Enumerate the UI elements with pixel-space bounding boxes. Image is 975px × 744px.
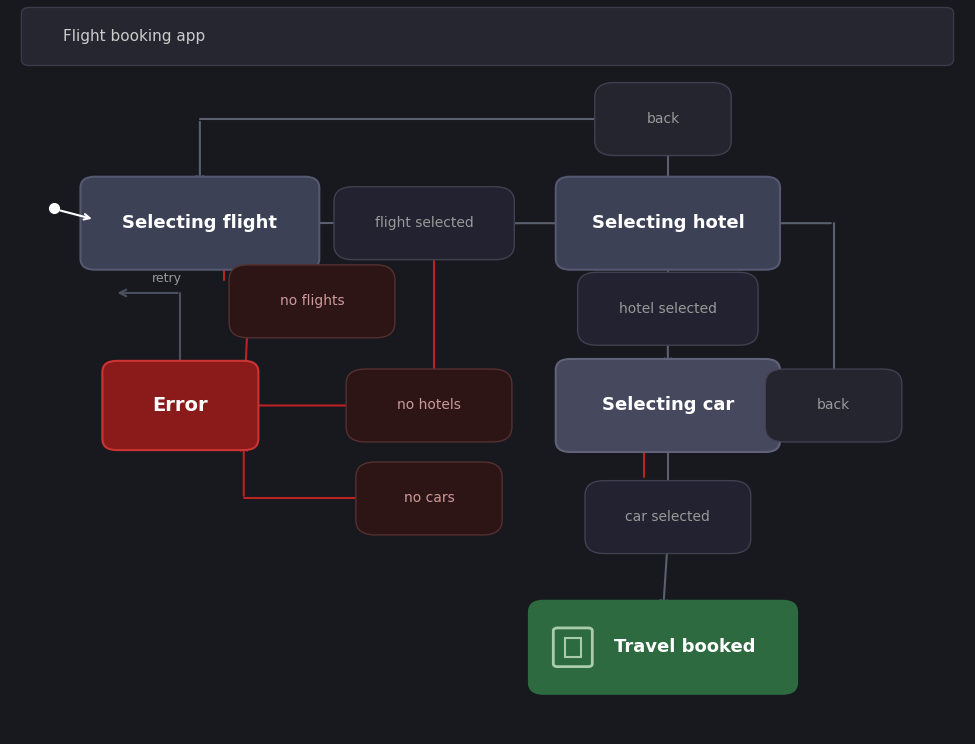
Text: no flights: no flights	[280, 295, 344, 308]
FancyBboxPatch shape	[577, 272, 759, 345]
FancyBboxPatch shape	[333, 187, 515, 260]
FancyBboxPatch shape	[566, 638, 581, 657]
Text: back: back	[646, 112, 680, 126]
Text: back: back	[817, 399, 850, 412]
FancyBboxPatch shape	[229, 265, 395, 338]
Text: Flight booking app: Flight booking app	[63, 29, 206, 44]
FancyBboxPatch shape	[585, 481, 751, 554]
FancyBboxPatch shape	[80, 177, 320, 270]
Text: no hotels: no hotels	[397, 399, 461, 412]
Text: car selected: car selected	[625, 510, 711, 524]
Text: Error: Error	[152, 396, 209, 415]
Text: flight selected: flight selected	[374, 217, 474, 230]
Text: Selecting flight: Selecting flight	[123, 214, 277, 232]
FancyBboxPatch shape	[102, 361, 258, 450]
FancyBboxPatch shape	[556, 359, 780, 452]
FancyBboxPatch shape	[21, 7, 954, 65]
FancyBboxPatch shape	[356, 462, 502, 535]
Text: Selecting car: Selecting car	[602, 397, 734, 414]
FancyBboxPatch shape	[765, 369, 902, 442]
Text: no cars: no cars	[404, 492, 454, 505]
Text: retry: retry	[152, 272, 182, 284]
Text: hotel selected: hotel selected	[619, 302, 717, 315]
Text: Travel booked: Travel booked	[613, 638, 756, 656]
FancyBboxPatch shape	[595, 83, 731, 155]
Text: Selecting hotel: Selecting hotel	[592, 214, 744, 232]
FancyBboxPatch shape	[556, 177, 780, 270]
FancyBboxPatch shape	[346, 369, 512, 442]
FancyBboxPatch shape	[529, 601, 798, 693]
